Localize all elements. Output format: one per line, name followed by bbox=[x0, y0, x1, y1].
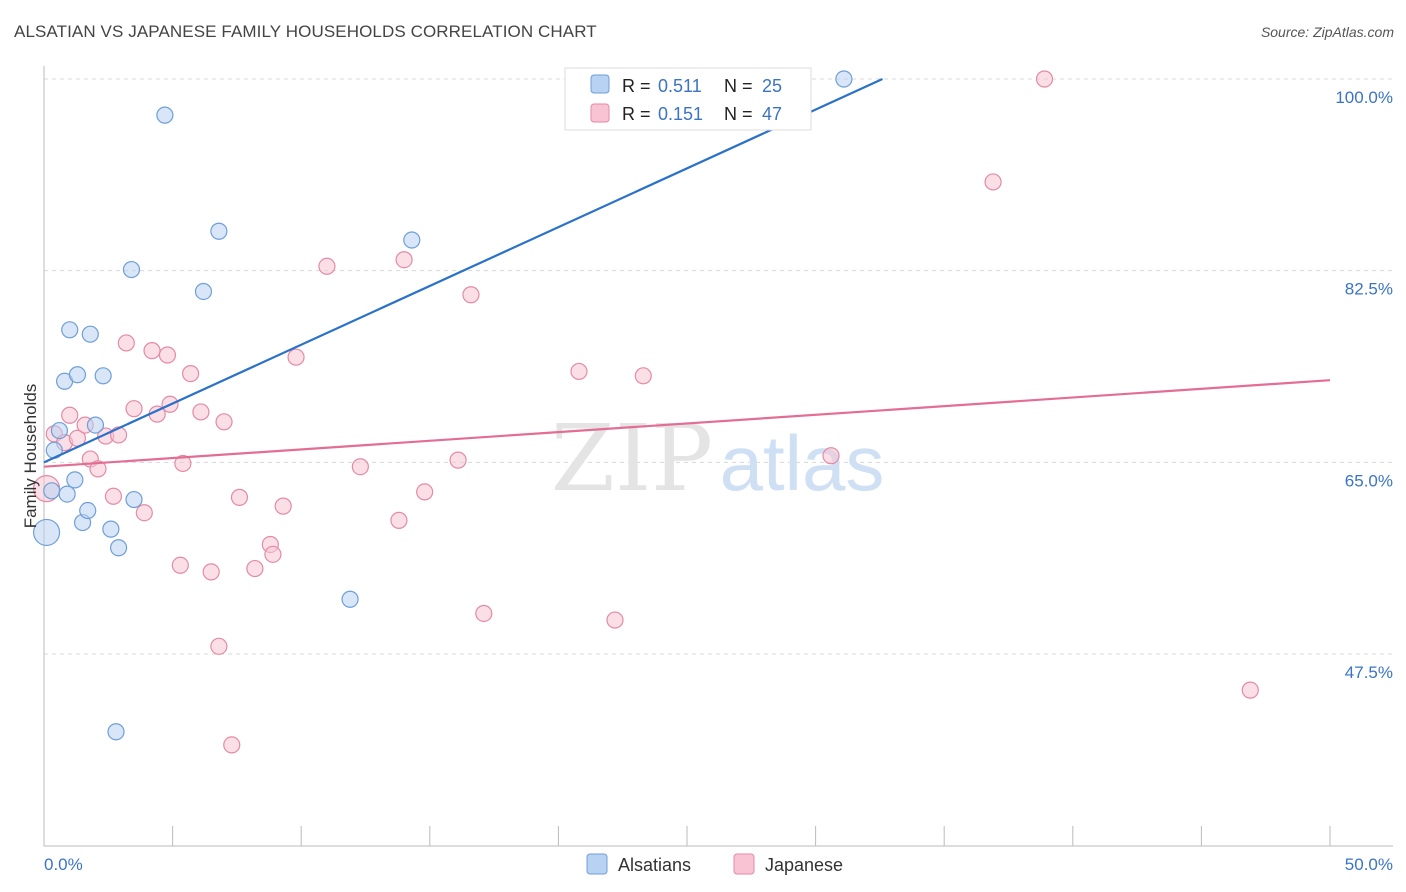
legend-n-label-japanese: N = bbox=[724, 104, 753, 124]
japanese-point-25 bbox=[223, 736, 241, 754]
alsatians-point-16 bbox=[109, 539, 128, 557]
legend-n-label-alsatians: N = bbox=[724, 76, 753, 96]
japanese-point-19 bbox=[174, 454, 192, 473]
chart-source: Source: ZipAtlas.com bbox=[1260, 24, 1394, 40]
legend-r-value-japanese: 0.151 bbox=[658, 104, 703, 124]
legend-bottom-swatch-japanese bbox=[733, 853, 755, 875]
japanese-point-37 bbox=[449, 451, 467, 469]
alsatians-point-21 bbox=[210, 222, 228, 240]
y-axis-label: Family Households bbox=[21, 384, 40, 529]
alsatians-point-6 bbox=[61, 321, 79, 339]
japanese-point-9 bbox=[104, 487, 123, 505]
japanese-point-30 bbox=[274, 497, 292, 515]
legend-n-value-alsatians: 25 bbox=[762, 76, 782, 96]
japanese-point-20 bbox=[182, 365, 200, 383]
legend-bottom-label-alsatians: Alsatians bbox=[618, 855, 691, 875]
alsatians-point-5 bbox=[58, 485, 76, 503]
japanese-point-16 bbox=[158, 346, 177, 364]
legend-swatch-alsatians bbox=[590, 74, 610, 94]
legend-r-label-alsatians: R = bbox=[622, 76, 651, 96]
legend-bottom-label-japanese: Japanese bbox=[765, 855, 843, 875]
legend-r-label-japanese: R = bbox=[622, 104, 651, 124]
alsatians-points bbox=[32, 70, 853, 741]
japanese-point-26 bbox=[230, 488, 249, 506]
japanese-point-27 bbox=[246, 559, 264, 578]
y-tick-label-0: 47.5% bbox=[1345, 663, 1393, 682]
y-tick-labels: 47.5% 65.0% 82.5% 100.0% bbox=[1335, 88, 1393, 682]
japanese-points bbox=[32, 70, 1259, 754]
legend-n-value-japanese: 47 bbox=[762, 104, 782, 124]
legend-r-value-alsatians: 0.511 bbox=[658, 76, 702, 96]
x-tick-label-min: 0.0% bbox=[44, 855, 83, 874]
japanese-point-24 bbox=[215, 413, 233, 431]
japanese-point-42 bbox=[634, 367, 652, 385]
alsatians-point-11 bbox=[81, 325, 99, 343]
alsatians-point-23 bbox=[403, 231, 421, 249]
japanese-trend-line bbox=[43, 379, 1331, 468]
legend-series: Alsatians Japanese bbox=[586, 853, 843, 875]
japanese-point-32 bbox=[318, 257, 336, 275]
y-tick-label-2: 82.5% bbox=[1345, 280, 1393, 299]
watermark-atlas: atlas bbox=[720, 419, 885, 507]
alsatians-trend-line bbox=[43, 77, 883, 464]
alsatians-point-0 bbox=[32, 518, 61, 547]
alsatians-point-17 bbox=[122, 260, 141, 279]
japanese-point-29 bbox=[264, 545, 282, 563]
japanese-point-40 bbox=[570, 362, 588, 381]
japanese-point-12 bbox=[125, 400, 143, 418]
japanese-point-23 bbox=[210, 637, 228, 655]
japanese-point-39 bbox=[475, 604, 493, 623]
y-tick-label-1: 65.0% bbox=[1345, 471, 1393, 490]
alsatians-point-8 bbox=[68, 366, 87, 384]
japanese-point-45 bbox=[1035, 70, 1054, 88]
alsatians-point-12 bbox=[86, 416, 105, 434]
japanese-point-33 bbox=[351, 458, 369, 476]
japanese-point-13 bbox=[135, 504, 153, 522]
japanese-point-41 bbox=[606, 611, 624, 629]
japanese-point-35 bbox=[395, 251, 413, 269]
alsatians-point-19 bbox=[156, 106, 174, 124]
japanese-point-14 bbox=[143, 342, 161, 360]
japanese-point-44 bbox=[984, 173, 1002, 191]
japanese-point-11 bbox=[117, 334, 135, 352]
alsatians-point-20 bbox=[194, 282, 213, 301]
alsatians-point-15 bbox=[107, 723, 125, 741]
japanese-point-38 bbox=[462, 286, 480, 304]
chart-title: ALSATIAN VS JAPANESE FAMILY HOUSEHOLDS C… bbox=[14, 22, 597, 41]
alsatians-point-22 bbox=[341, 590, 359, 608]
alsatians-point-24 bbox=[835, 70, 853, 88]
y-tick-label-3: 100.0% bbox=[1335, 88, 1393, 107]
legend-stats: R = 0.511 N = 25 R = 0.151 N = 47 bbox=[564, 67, 812, 131]
trend-lines bbox=[43, 77, 1331, 468]
japanese-point-22 bbox=[202, 563, 220, 581]
alsatians-point-7 bbox=[66, 471, 84, 489]
japanese-point-3 bbox=[61, 406, 79, 424]
watermark-zip: ZIP bbox=[551, 405, 713, 512]
alsatians-point-18 bbox=[125, 490, 143, 509]
alsatians-point-14 bbox=[102, 520, 120, 538]
japanese-point-7 bbox=[89, 460, 107, 478]
japanese-point-43 bbox=[822, 447, 840, 465]
japanese-point-34 bbox=[390, 511, 408, 529]
japanese-point-18 bbox=[171, 556, 189, 574]
alsatians-point-13 bbox=[94, 367, 112, 385]
alsatians-point-3 bbox=[50, 421, 69, 440]
japanese-point-21 bbox=[192, 403, 210, 421]
japanese-point-46 bbox=[1241, 681, 1259, 699]
legend-swatch-japanese bbox=[590, 103, 610, 123]
japanese-point-31 bbox=[287, 348, 305, 366]
legend-bottom-swatch-alsatians bbox=[586, 853, 608, 875]
alsatians-point-1 bbox=[43, 482, 61, 500]
alsatians-point-10 bbox=[79, 501, 97, 520]
axes bbox=[43, 66, 1393, 847]
x-tick-label-max: 50.0% bbox=[1345, 855, 1393, 874]
japanese-point-36 bbox=[416, 483, 434, 501]
